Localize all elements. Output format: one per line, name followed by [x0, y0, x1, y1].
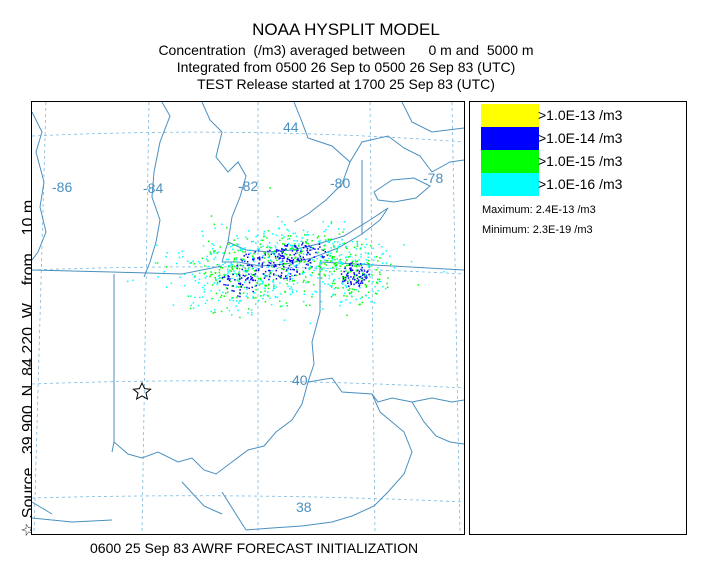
graticule: [32, 102, 464, 534]
lon-label-82: -82: [238, 178, 258, 194]
legend-panel: >1.0E-13 /m3 >1.0E-14 /m3 >1.0E-15 /m3 >…: [469, 101, 687, 535]
legend-swatch-4: [481, 173, 539, 196]
legend-label-3: >1.0E-15 /m3: [538, 153, 623, 169]
legend-level-3: >1.0E-15 /m3: [481, 150, 691, 173]
legend-level-4: >1.0E-16 /m3: [481, 173, 691, 196]
legend-maximum: Maximum: 2.4E-13 /m3: [482, 204, 596, 216]
legend-label-4: >1.0E-16 /m3: [538, 176, 623, 192]
lon-label-80: -80: [330, 175, 350, 191]
lon-label-84: -84: [143, 180, 163, 196]
lon-label-86: -86: [52, 179, 72, 195]
legend-swatch-2: [481, 127, 539, 150]
legend-level-1: >1.0E-13 /m3: [481, 104, 691, 127]
legend-swatch-1: [481, 104, 539, 127]
map-panel: -86 -84 -82 -80 -78 44 40 38: [31, 101, 465, 535]
lon-label-78: -78: [423, 170, 443, 186]
forecast-footer: 0600 25 Sep 83 AWRF FORECAST INITIALIZAT…: [90, 540, 419, 556]
release-subtitle: TEST Release started at 1700 25 Sep 83 (…: [197, 76, 495, 92]
concentration-subtitle: Concentration (/m3) averaged between 0 m…: [158, 42, 534, 58]
legend-minimum: Minimum: 2.3E-19 /m3: [482, 224, 593, 236]
source-star-icon: [132, 381, 152, 400]
integration-subtitle: Integrated from 0500 26 Sep to 0500 26 S…: [176, 59, 516, 75]
lat-label-40: 40: [292, 372, 308, 388]
map-title: NOAA HYSPLIT MODEL: [252, 20, 440, 39]
legend-label-1: >1.0E-13 /m3: [538, 107, 623, 123]
lat-label-38: 38: [296, 499, 312, 515]
map-canvas: -86 -84 -82 -80 -78 44 40 38: [32, 102, 464, 534]
legend-level-2: >1.0E-14 /m3: [481, 127, 691, 150]
legend-swatch-3: [481, 150, 539, 173]
concentration-plume: [126, 187, 445, 324]
map-boundaries: [32, 102, 464, 531]
lat-label-44: 44: [283, 119, 299, 135]
legend-label-2: >1.0E-14 /m3: [538, 130, 623, 146]
grid-labels: -86 -84 -82 -80 -78 44 40 38: [52, 119, 443, 515]
